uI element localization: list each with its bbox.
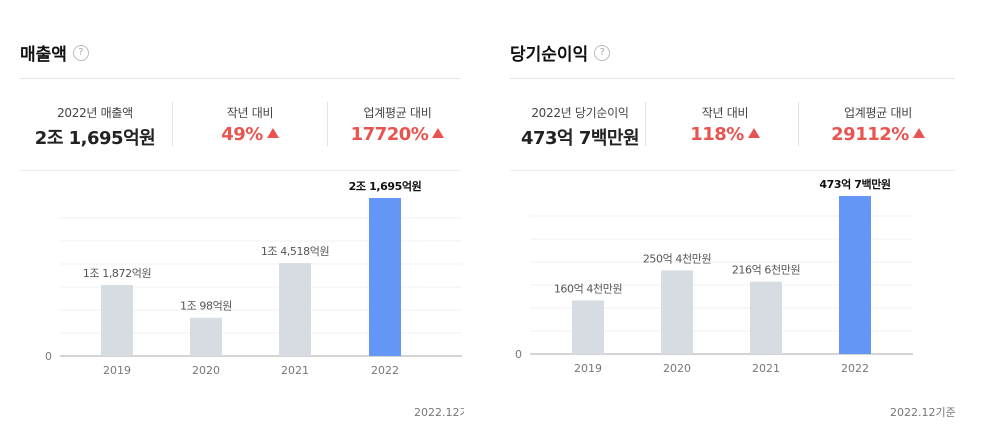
stat-value: 473억 7백만원 — [520, 128, 640, 149]
data-label: 1조 98억원 — [180, 300, 232, 313]
x-tick-label: 2020 — [192, 364, 220, 377]
stat-label: 업계평균 대비 — [844, 106, 912, 120]
bar[interactable] — [190, 317, 222, 356]
stat-current: 2022년 당기순이익 473억 7백만원 — [510, 104, 650, 150]
stat-industry: 업계평균 대비 29112% — [808, 104, 948, 145]
stat-label: 작년 대비 — [701, 106, 749, 120]
stat-industry: 업계평균 대비 17720% — [330, 104, 465, 145]
net-income-panel: 당기순이익 ? 2022년 당기순이익 473억 7백만원 작년 대비 118%… — [490, 0, 960, 433]
footnote: 2022.12기준 — [414, 406, 464, 419]
divider — [510, 170, 955, 171]
panel-title-text: 매출액 — [20, 45, 67, 65]
up-arrow-icon — [432, 128, 445, 138]
x-tick-label: 2019 — [103, 364, 131, 377]
stat-label: 작년 대비 — [226, 106, 274, 120]
data-label: 216억 6천만원 — [732, 263, 800, 277]
question-icon[interactable]: ? — [72, 44, 89, 61]
x-tick-label: 2021 — [752, 362, 780, 375]
bar[interactable] — [369, 198, 401, 356]
panel-title-text: 당기순이익 — [510, 45, 589, 65]
y-tick-label: 0 — [45, 350, 52, 363]
bar[interactable] — [839, 196, 871, 354]
divider — [327, 102, 328, 146]
revenue-bar-chart: 0 1조 1,872억원 2019 1조 98억원 2020 1조 4,518억원 2021… — [45, 179, 462, 377]
y-tick-label: 0 — [515, 348, 522, 361]
stat-current: 2022년 매출액 2조 1,695억원 — [30, 104, 160, 150]
divider — [510, 78, 955, 79]
stat-value: 49% — [221, 124, 263, 145]
x-tick-label: 2022 — [371, 364, 399, 377]
data-label: 2조 1,695억원 — [349, 179, 422, 193]
bar[interactable] — [279, 263, 311, 356]
divider — [172, 102, 173, 146]
stat-value: 17720% — [350, 124, 429, 145]
bar[interactable] — [101, 285, 133, 356]
question-icon[interactable]: ? — [594, 44, 611, 61]
data-label: 160억 4천만원 — [554, 281, 622, 295]
stat-value: 2조 1,695억원 — [34, 128, 156, 149]
bar[interactable] — [572, 300, 604, 354]
net-income-bar-chart: 0 160억 4천만원 2019 250억 4천만원 2020 216억 6천만원 2021… — [515, 177, 913, 375]
stat-value: 29112% — [831, 124, 909, 145]
revenue-panel: 매출액 ? 2022년 매출액 2조 1,695억원 작년 대비 49% 업계평… — [0, 0, 470, 433]
divider — [20, 78, 460, 79]
panel-title: 당기순이익 ? — [510, 40, 611, 65]
data-label: 473억 7백만원 — [819, 177, 891, 191]
stat-label: 업계평균 대비 — [363, 106, 432, 120]
x-tick-label: 2020 — [663, 362, 691, 375]
stat-yoy: 작년 대비 49% — [180, 104, 320, 145]
x-tick-label: 2022 — [841, 362, 869, 375]
divider — [20, 170, 460, 171]
data-label: 1조 4,518억원 — [261, 245, 329, 258]
stat-yoy: 작년 대비 118% — [655, 104, 795, 145]
up-arrow-icon — [912, 128, 925, 138]
up-arrow-icon — [266, 128, 279, 138]
bar[interactable] — [750, 281, 782, 354]
x-tick-label: 2021 — [281, 364, 309, 377]
stat-value: 118% — [690, 124, 744, 145]
divider — [798, 102, 799, 146]
data-label: 1조 1,872억원 — [83, 267, 151, 280]
data-label: 250억 4천만원 — [643, 251, 711, 265]
footnote: 2022.12기준 — [890, 406, 956, 419]
stat-label: 2022년 매출액 — [57, 106, 133, 120]
panel-title: 매출액 ? — [20, 40, 89, 65]
x-tick-label: 2019 — [574, 362, 602, 375]
divider — [645, 102, 646, 146]
up-arrow-icon — [747, 128, 760, 138]
bar[interactable] — [661, 270, 693, 354]
stat-label: 2022년 당기순이익 — [531, 106, 629, 120]
